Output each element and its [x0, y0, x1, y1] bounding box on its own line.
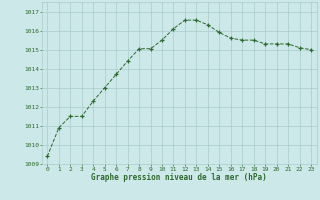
X-axis label: Graphe pression niveau de la mer (hPa): Graphe pression niveau de la mer (hPa): [91, 173, 267, 182]
